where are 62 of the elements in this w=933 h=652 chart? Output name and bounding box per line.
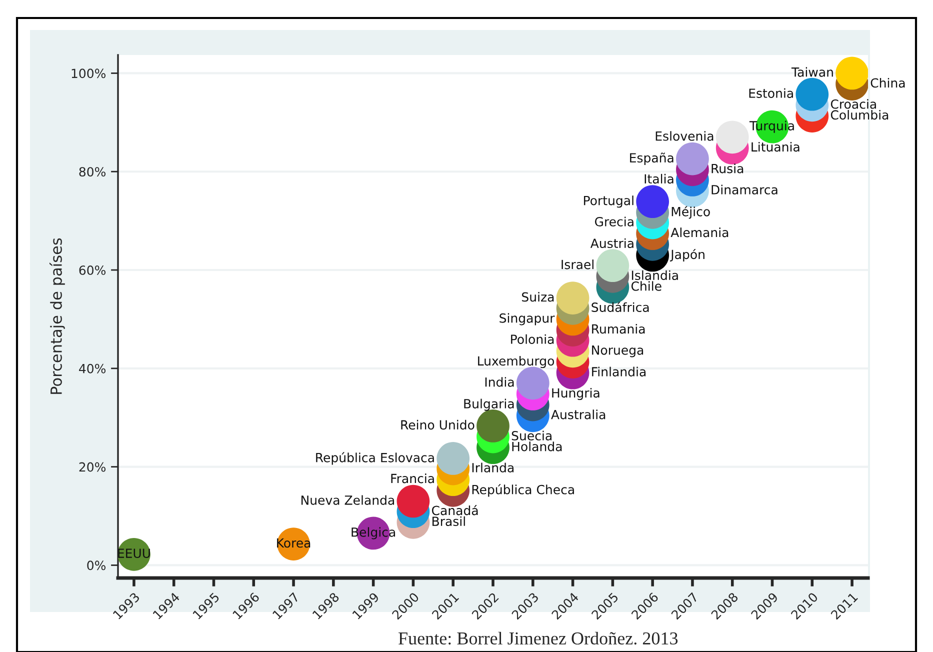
- series-label: Italia: [644, 174, 674, 184]
- series-label: Taiwan: [791, 67, 833, 77]
- series-label: Sudáfrica: [592, 302, 649, 312]
- series-label: Estonia: [749, 88, 793, 98]
- point: [436, 442, 470, 475]
- series-label: Eslovenia: [656, 131, 714, 141]
- series-label: Noruega: [592, 346, 644, 358]
- point: [836, 56, 868, 90]
- series-label: Chile: [631, 281, 662, 291]
- point: [796, 78, 829, 111]
- series-label: Austria: [590, 238, 634, 248]
- series-label: Holanda: [512, 442, 562, 452]
- series-label: Portugal: [584, 196, 634, 208]
- point: [676, 142, 709, 176]
- y-tick-label: 20%: [79, 462, 106, 472]
- series-label: Singapur: [500, 313, 555, 326]
- series-label: EEUU: [118, 548, 150, 558]
- series-label: Hungria: [552, 388, 600, 400]
- series-label: Grecia: [594, 216, 634, 226]
- series-label: Francia: [391, 474, 434, 484]
- series-label: Islandia: [632, 270, 678, 280]
- series-label: Japón: [670, 248, 704, 262]
- series-label: Rusia: [712, 164, 744, 174]
- series-label: Israel: [562, 260, 594, 270]
- series-label: China: [870, 78, 905, 88]
- point: [516, 366, 550, 400]
- series-label: Finlandia: [592, 366, 646, 376]
- series-label: Brasil: [432, 516, 465, 526]
- point: [636, 185, 670, 218]
- source-note: Fuente: Borrel Jimenez Ordoñez. 2013: [398, 632, 678, 645]
- y-tick-label: 100%: [72, 68, 106, 78]
- series-label: Irlanda: [472, 462, 514, 472]
- series-label: Bulgaria: [464, 398, 514, 411]
- series-label: Suecia: [512, 430, 552, 440]
- y-tick-label: 80%: [79, 167, 106, 177]
- series-label: Croacia: [830, 99, 876, 109]
- series-label: Reino Unido: [401, 420, 474, 430]
- series-label: España: [630, 152, 674, 165]
- series-label: Lituania: [752, 142, 800, 152]
- series-label: Alemania: [670, 228, 728, 238]
- series-label: Suiza: [522, 292, 554, 302]
- point: [396, 484, 430, 518]
- series-label: Columbia: [830, 110, 888, 120]
- point: [596, 249, 630, 282]
- series-label: Australia: [551, 410, 606, 420]
- y-axis-title: Porcentaje de países: [50, 238, 65, 394]
- series-label: Polonia: [511, 334, 554, 344]
- point: [476, 410, 510, 442]
- series-label: República Eslovaca: [316, 452, 434, 465]
- y-tick-label: 60%: [79, 265, 106, 275]
- series-label: Dinamarca: [712, 184, 778, 194]
- y-tick-label: 0%: [87, 560, 106, 570]
- series-label: India: [485, 377, 514, 387]
- series-label: Méjico: [672, 206, 710, 219]
- series-label: República Checa: [472, 484, 574, 497]
- series-label: Rumania: [592, 324, 645, 334]
- point: [716, 120, 749, 154]
- series-label: Canadá: [432, 505, 478, 516]
- series-label: Nueva Zelanda: [301, 495, 394, 505]
- series-label: Luxemburgo: [478, 356, 554, 368]
- y-tick-label: 40%: [79, 364, 106, 374]
- point: [556, 282, 590, 314]
